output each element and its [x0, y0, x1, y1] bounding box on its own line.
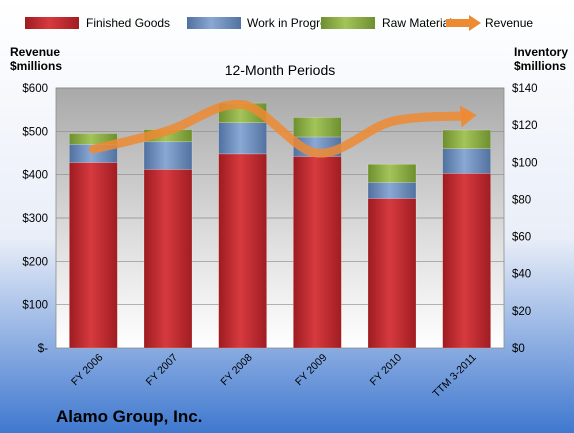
- bars: [69, 102, 491, 349]
- chart-subtitle: 12-Month Periods: [225, 62, 336, 78]
- company-name: Alamo Group, Inc.: [56, 407, 202, 426]
- bar-work-in-progress-5: [367, 182, 417, 199]
- left-tick-label: $-: [38, 343, 48, 355]
- right-tick-label: $100: [512, 157, 538, 169]
- left-tick-label: $500: [22, 126, 48, 138]
- revenue-series: [88, 99, 477, 158]
- right-tick-label: $120: [512, 120, 538, 132]
- bar-raw-materials-6: [442, 129, 491, 149]
- left-axis-title-line1: Revenue: [10, 45, 60, 59]
- bar-finished-goods-1: [69, 162, 118, 349]
- left-axis-ticks: $- $100 $200 $300 $400 $500 $600: [22, 83, 48, 355]
- right-axis-title-line1: Inventory: [514, 45, 568, 59]
- right-tick-label: $140: [512, 83, 538, 95]
- legend-label-finished-goods: Finished Goods: [86, 16, 170, 30]
- legend: Finished Goods Work in Progress Raw Mate…: [25, 15, 533, 31]
- bar-finished-goods-5: [367, 198, 417, 349]
- left-axis-title-line2: $millions: [10, 59, 62, 73]
- bar-work-in-progress-6: [442, 148, 491, 174]
- bar-finished-goods-3: [218, 153, 267, 349]
- bar-finished-goods-6: [442, 173, 491, 349]
- right-tick-label: $0: [512, 343, 525, 355]
- bar-raw-materials-5: [367, 163, 417, 183]
- bar-raw-materials-1: [69, 133, 118, 145]
- right-tick-label: $60: [512, 232, 531, 244]
- legend-swatch-raw-materials: [321, 17, 375, 29]
- bar-finished-goods-2: [143, 169, 193, 349]
- left-tick-label: $600: [22, 83, 48, 95]
- legend-label-revenue: Revenue: [485, 16, 533, 30]
- bar-finished-goods-4: [293, 156, 342, 349]
- revenue-arrowhead: [459, 105, 477, 128]
- bar-work-in-progress-3: [218, 122, 267, 155]
- left-tick-label: $100: [22, 300, 48, 312]
- right-axis-ticks: $0 $20 $40 $60 $80 $100 $120 $140: [512, 83, 538, 355]
- right-tick-label: $40: [512, 269, 531, 281]
- legend-arrowhead-revenue: [469, 15, 481, 31]
- left-tick-label: $400: [22, 170, 48, 182]
- left-tick-label: $300: [22, 213, 48, 225]
- bar-raw-materials-4: [293, 117, 342, 138]
- legend-label-work-in-progress: Work in Progress: [247, 16, 339, 30]
- legend-swatch-finished-goods: [25, 17, 79, 29]
- right-tick-label: $80: [512, 194, 531, 206]
- right-tick-label: $20: [512, 306, 531, 318]
- revenue-line: [88, 99, 472, 158]
- legend-swatch-work-in-progress: [187, 17, 241, 29]
- legend-label-raw-materials: Raw Materials: [382, 16, 458, 30]
- left-tick-label: $200: [22, 256, 48, 268]
- right-axis-title-line2: $millions: [514, 59, 566, 73]
- bar-work-in-progress-2: [143, 141, 193, 170]
